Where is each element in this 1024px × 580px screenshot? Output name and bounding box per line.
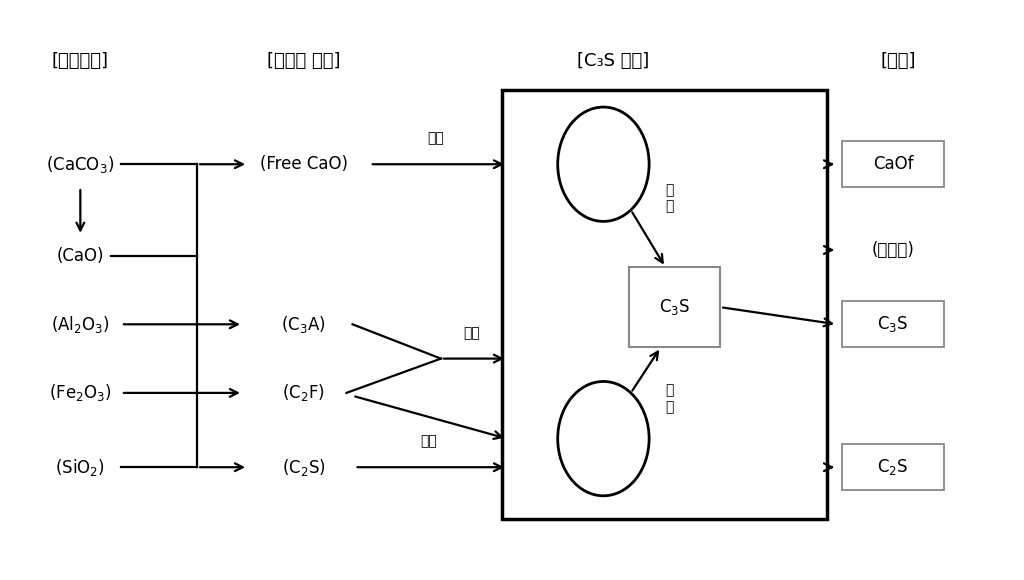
Text: C$_3$S: C$_3$S [878, 314, 908, 334]
Text: (Free CaO): (Free CaO) [260, 155, 348, 173]
Text: [중간상 생성]: [중간상 생성] [267, 52, 341, 70]
Text: [출발물질]: [출발물질] [52, 52, 109, 70]
Text: [냉각]: [냉각] [881, 52, 915, 70]
Text: (SiO$_2$): (SiO$_2$) [55, 456, 105, 478]
Text: C$_3$S: C$_3$S [658, 297, 690, 317]
Text: 고상: 고상 [427, 132, 444, 146]
Text: (Al$_2$O$_3$): (Al$_2$O$_3$) [51, 314, 110, 335]
Text: 용액: 용액 [463, 326, 480, 340]
Text: (C$_2$F): (C$_2$F) [283, 382, 326, 404]
FancyBboxPatch shape [629, 267, 720, 347]
Text: (간극상): (간극상) [871, 241, 914, 259]
Text: (CaCO$_3$): (CaCO$_3$) [46, 154, 115, 175]
Text: [C₃S 생성]: [C₃S 생성] [578, 52, 649, 70]
FancyBboxPatch shape [842, 142, 944, 187]
Text: 용
해: 용 해 [666, 383, 674, 414]
Text: C$_2$S: C$_2$S [878, 457, 908, 477]
Text: (C$_3$A): (C$_3$A) [282, 314, 326, 335]
FancyBboxPatch shape [502, 90, 826, 519]
Text: 고상: 고상 [420, 434, 436, 448]
Ellipse shape [558, 107, 649, 222]
Text: CaOf: CaOf [872, 155, 913, 173]
Text: (Fe$_2$O$_3$): (Fe$_2$O$_3$) [49, 382, 112, 404]
FancyBboxPatch shape [842, 302, 944, 347]
FancyBboxPatch shape [842, 444, 944, 490]
Text: (CaO): (CaO) [56, 246, 104, 264]
Ellipse shape [558, 382, 649, 496]
Text: 용
해: 용 해 [666, 183, 674, 213]
Text: (C$_2$S): (C$_2$S) [282, 456, 326, 478]
